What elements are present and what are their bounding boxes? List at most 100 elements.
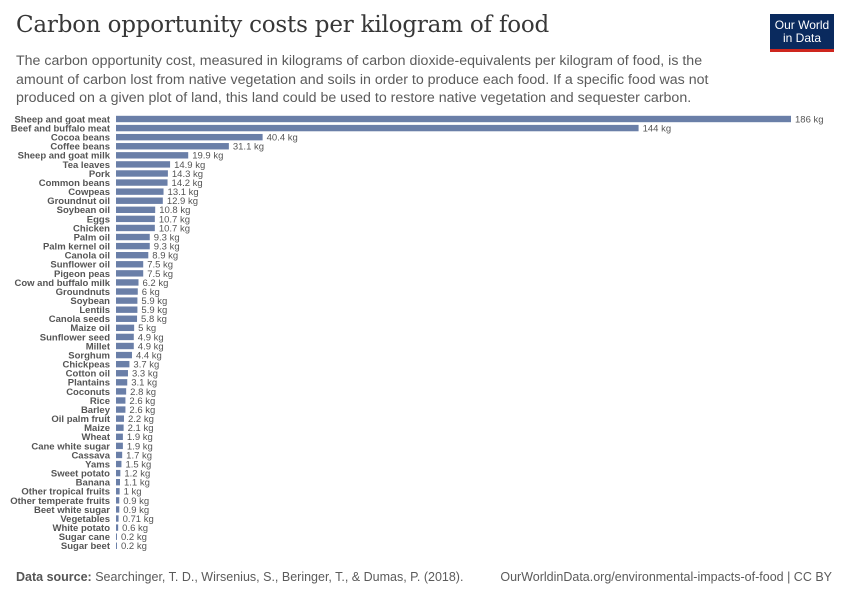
bar[interactable] xyxy=(116,488,120,495)
category-label: Sunflower seed xyxy=(40,332,110,343)
value-label: 14.2 kg xyxy=(172,178,203,189)
bar[interactable] xyxy=(116,524,119,531)
category-label: Banana xyxy=(76,478,111,489)
value-label: 1.7 kg xyxy=(126,450,152,461)
bar[interactable] xyxy=(116,342,134,350)
bar-chart: Sheep and goat meat 186 kg Beef and buffal… xyxy=(10,114,823,552)
category-label: Lentils xyxy=(79,305,110,316)
bar[interactable] xyxy=(116,242,150,250)
bar[interactable] xyxy=(116,315,138,322)
bar[interactable] xyxy=(116,460,122,468)
bar[interactable] xyxy=(116,324,135,332)
value-label: 0.71 kg xyxy=(123,514,154,525)
bar[interactable] xyxy=(116,379,128,386)
bar[interactable] xyxy=(116,224,155,232)
bar[interactable] xyxy=(116,152,189,159)
bar[interactable] xyxy=(116,197,163,204)
data-source: Data source: Searchinger, T. D., Wirseni… xyxy=(16,570,463,584)
bar[interactable] xyxy=(116,533,117,540)
bar[interactable] xyxy=(116,451,123,459)
category-label: Sugar cane xyxy=(59,532,110,543)
value-label: 0.9 kg xyxy=(123,505,149,516)
category-label: Canola seeds xyxy=(49,314,110,325)
category-label: Millet xyxy=(86,341,111,352)
bar[interactable] xyxy=(116,297,138,304)
bar[interactable] xyxy=(116,479,120,486)
value-label: 31.1 kg xyxy=(233,142,264,153)
category-label: Groundnuts xyxy=(56,287,110,298)
bar[interactable] xyxy=(116,351,132,359)
value-label: 1.2 kg xyxy=(124,469,150,480)
bar[interactable] xyxy=(116,261,144,268)
chart-title: Carbon opportunity costs per kilogram of… xyxy=(16,12,550,38)
bar[interactable] xyxy=(116,469,121,477)
bar[interactable] xyxy=(116,360,130,368)
bar[interactable] xyxy=(116,424,124,431)
bar[interactable] xyxy=(116,188,164,195)
value-label: 6.2 kg xyxy=(143,278,169,289)
bar[interactable] xyxy=(116,270,144,277)
category-label: Pork xyxy=(89,169,111,180)
category-label: Cane white sugar xyxy=(31,441,110,452)
value-label: 0.2 kg xyxy=(121,541,147,552)
bar[interactable] xyxy=(116,133,263,141)
bar[interactable] xyxy=(116,515,119,522)
bar[interactable] xyxy=(116,124,639,132)
value-label: 2.6 kg xyxy=(129,405,155,416)
value-label: 8.9 kg xyxy=(152,251,178,262)
bar[interactable] xyxy=(116,143,229,150)
value-label: 14.9 kg xyxy=(174,160,205,171)
bar[interactable] xyxy=(116,506,120,513)
bar[interactable] xyxy=(116,206,156,213)
value-label: 7.5 kg xyxy=(147,260,173,271)
bar[interactable] xyxy=(116,161,171,168)
bar[interactable] xyxy=(116,252,149,259)
bar[interactable] xyxy=(116,497,120,504)
category-label: Palm kernel oil xyxy=(43,242,110,253)
bar[interactable] xyxy=(116,333,134,341)
value-label: 3.7 kg xyxy=(133,360,159,371)
owid-logo[interactable]: Our World in Data xyxy=(770,14,834,52)
bar[interactable] xyxy=(116,388,127,395)
category-label: Cow and buffalo milk xyxy=(14,278,110,289)
bar[interactable] xyxy=(116,179,168,186)
credit-link[interactable]: OurWorldinData.org/environmental-impacts… xyxy=(500,570,832,584)
category-label: Chicken xyxy=(73,223,110,234)
value-label: 2.8 kg xyxy=(130,387,156,398)
value-label: 1.5 kg xyxy=(125,459,151,470)
bar[interactable] xyxy=(116,406,126,413)
value-label: 2.6 kg xyxy=(129,396,155,407)
bar[interactable] xyxy=(116,279,139,286)
category-label: Sheep and goat meat xyxy=(14,114,110,125)
bar[interactable] xyxy=(116,233,150,241)
logo-line-2: in Data xyxy=(782,31,822,45)
category-label: Beef and buffalo meat xyxy=(11,123,111,134)
bar[interactable] xyxy=(116,542,117,549)
bar[interactable] xyxy=(116,115,791,123)
category-label: Pigeon peas xyxy=(54,269,110,280)
bar[interactable] xyxy=(116,215,155,223)
bar[interactable] xyxy=(116,288,138,295)
bar[interactable] xyxy=(116,415,124,422)
bar[interactable] xyxy=(116,306,138,313)
category-label: Cotton oil xyxy=(66,369,110,380)
value-label: 1 kg xyxy=(124,487,142,498)
category-label: White potato xyxy=(52,523,110,534)
value-label: 1.9 kg xyxy=(127,441,153,452)
category-label: Vegetables xyxy=(60,514,110,525)
category-label: Canola oil xyxy=(65,251,110,262)
bar[interactable] xyxy=(116,433,123,440)
category-label: Eggs xyxy=(87,214,110,225)
data-source-text[interactable]: Searchinger, T. D., Wirsenius, S., Berin… xyxy=(95,570,464,584)
bar[interactable] xyxy=(116,370,128,377)
value-label: 1.9 kg xyxy=(127,432,153,443)
category-label: Sweet potato xyxy=(51,469,110,480)
value-label: 10.7 kg xyxy=(159,214,190,225)
bar[interactable] xyxy=(116,442,123,450)
category-label: Plantains xyxy=(68,378,110,389)
bar[interactable] xyxy=(116,170,168,177)
bar[interactable] xyxy=(116,397,126,404)
data-source-label: Data source: xyxy=(16,570,92,584)
value-label: 1.1 kg xyxy=(124,478,150,489)
value-label: 9.3 kg xyxy=(154,232,180,243)
